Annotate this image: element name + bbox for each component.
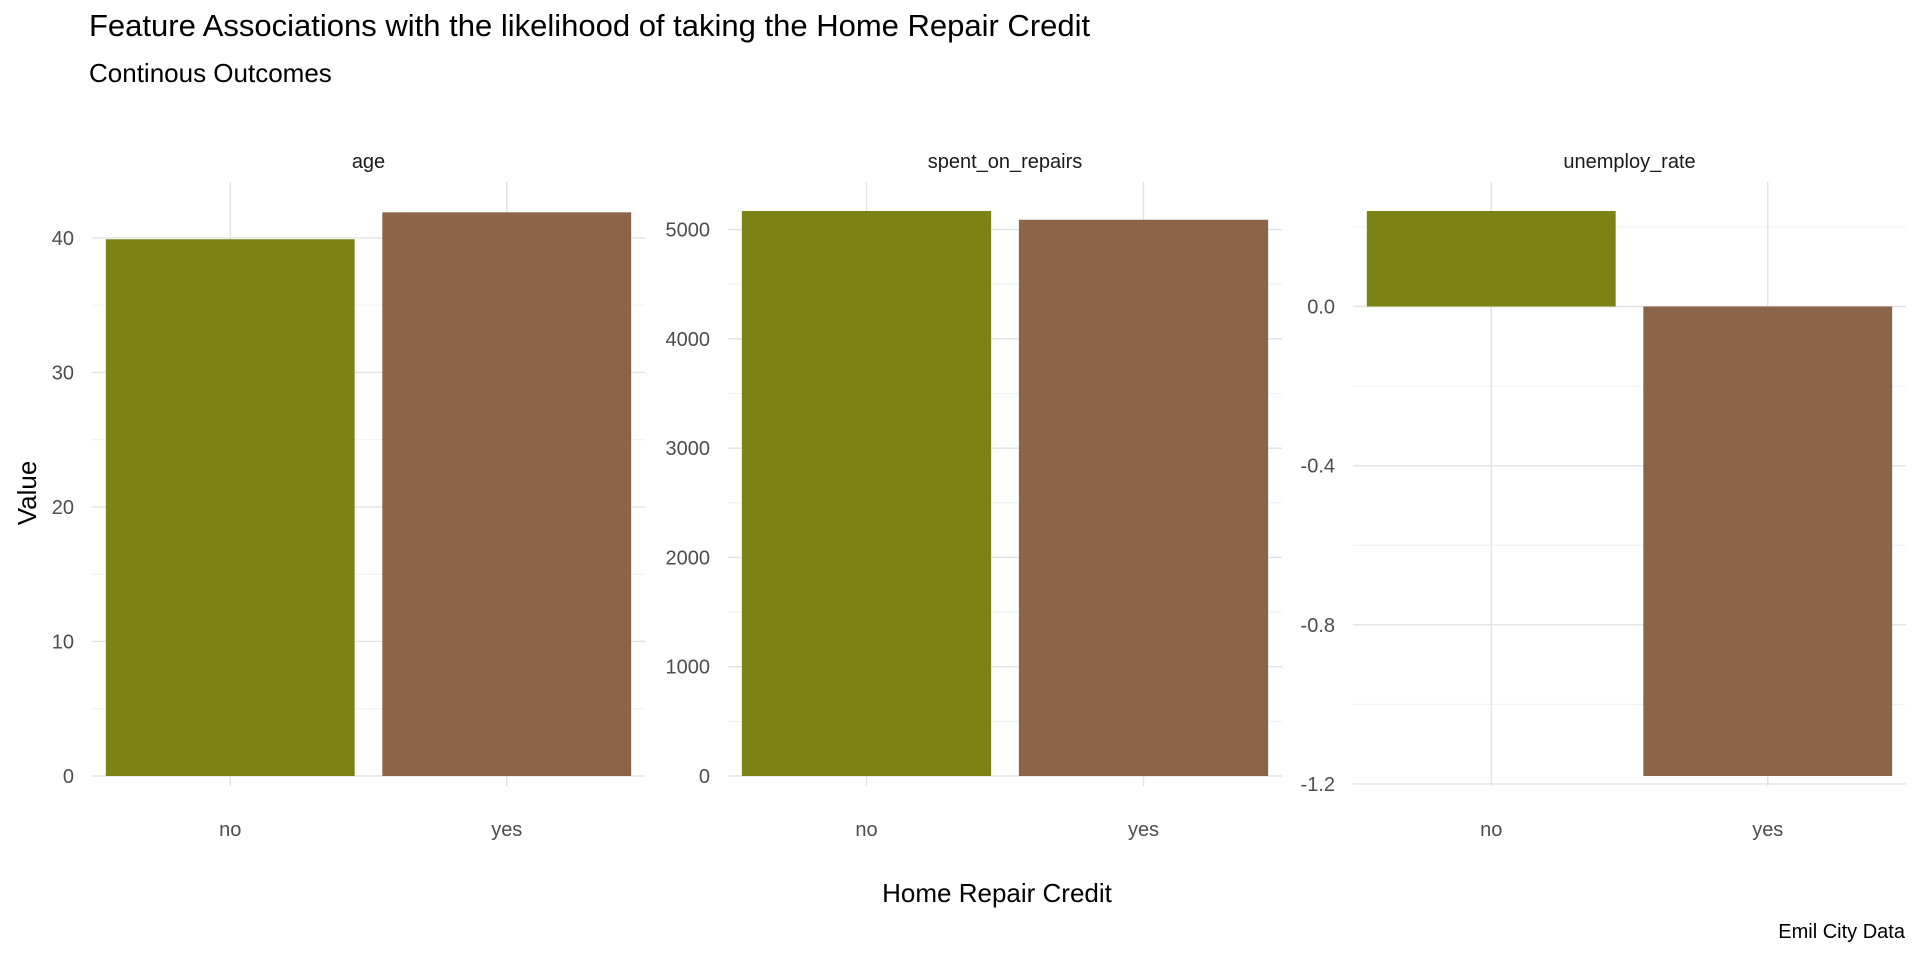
x-axis-label: Home Repair Credit (882, 878, 1113, 908)
facet-label: age (352, 151, 385, 173)
y-tick-label: 0 (63, 766, 74, 788)
y-tick-label: 1000 (666, 657, 711, 679)
y-tick-label: 0 (699, 766, 710, 788)
y-tick-label: -0.4 (1301, 456, 1335, 478)
bar-no (741, 211, 992, 776)
x-tick-label: no (855, 819, 877, 841)
y-tick-label: 3000 (666, 438, 711, 460)
y-tick-label: 2000 (666, 547, 711, 569)
bar-no (105, 239, 355, 776)
chart-caption: Emil City Data (1778, 921, 1905, 943)
y-tick-label: -1.2 (1301, 774, 1335, 796)
y-tick-label: 4000 (666, 329, 711, 351)
facet-label: unemploy_rate (1563, 151, 1695, 173)
x-tick-label: no (219, 819, 241, 841)
x-tick-label: yes (1128, 819, 1159, 841)
bar-yes (1018, 219, 1269, 777)
bar-no (1366, 211, 1616, 307)
bar-yes (382, 212, 632, 777)
y-tick-label: 20 (52, 497, 74, 519)
x-tick-label: yes (1752, 819, 1783, 841)
facet-label: spent_on_repairs (928, 151, 1083, 173)
x-tick-label: yes (491, 819, 522, 841)
x-tick-label: no (1480, 819, 1502, 841)
chart-title: Feature Associations with the likelihood… (89, 8, 1091, 43)
y-tick-label: 30 (52, 362, 74, 384)
y-axis-label: Value (12, 461, 42, 526)
y-tick-label: 10 (52, 631, 74, 653)
y-tick-label: 40 (52, 228, 74, 250)
y-tick-label: 0.0 (1307, 296, 1335, 318)
bar-yes (1643, 306, 1893, 776)
y-tick-label: 5000 (666, 220, 711, 242)
chart-subtitle: Continous Outcomes (89, 58, 332, 88)
y-tick-label: -0.8 (1301, 615, 1335, 637)
